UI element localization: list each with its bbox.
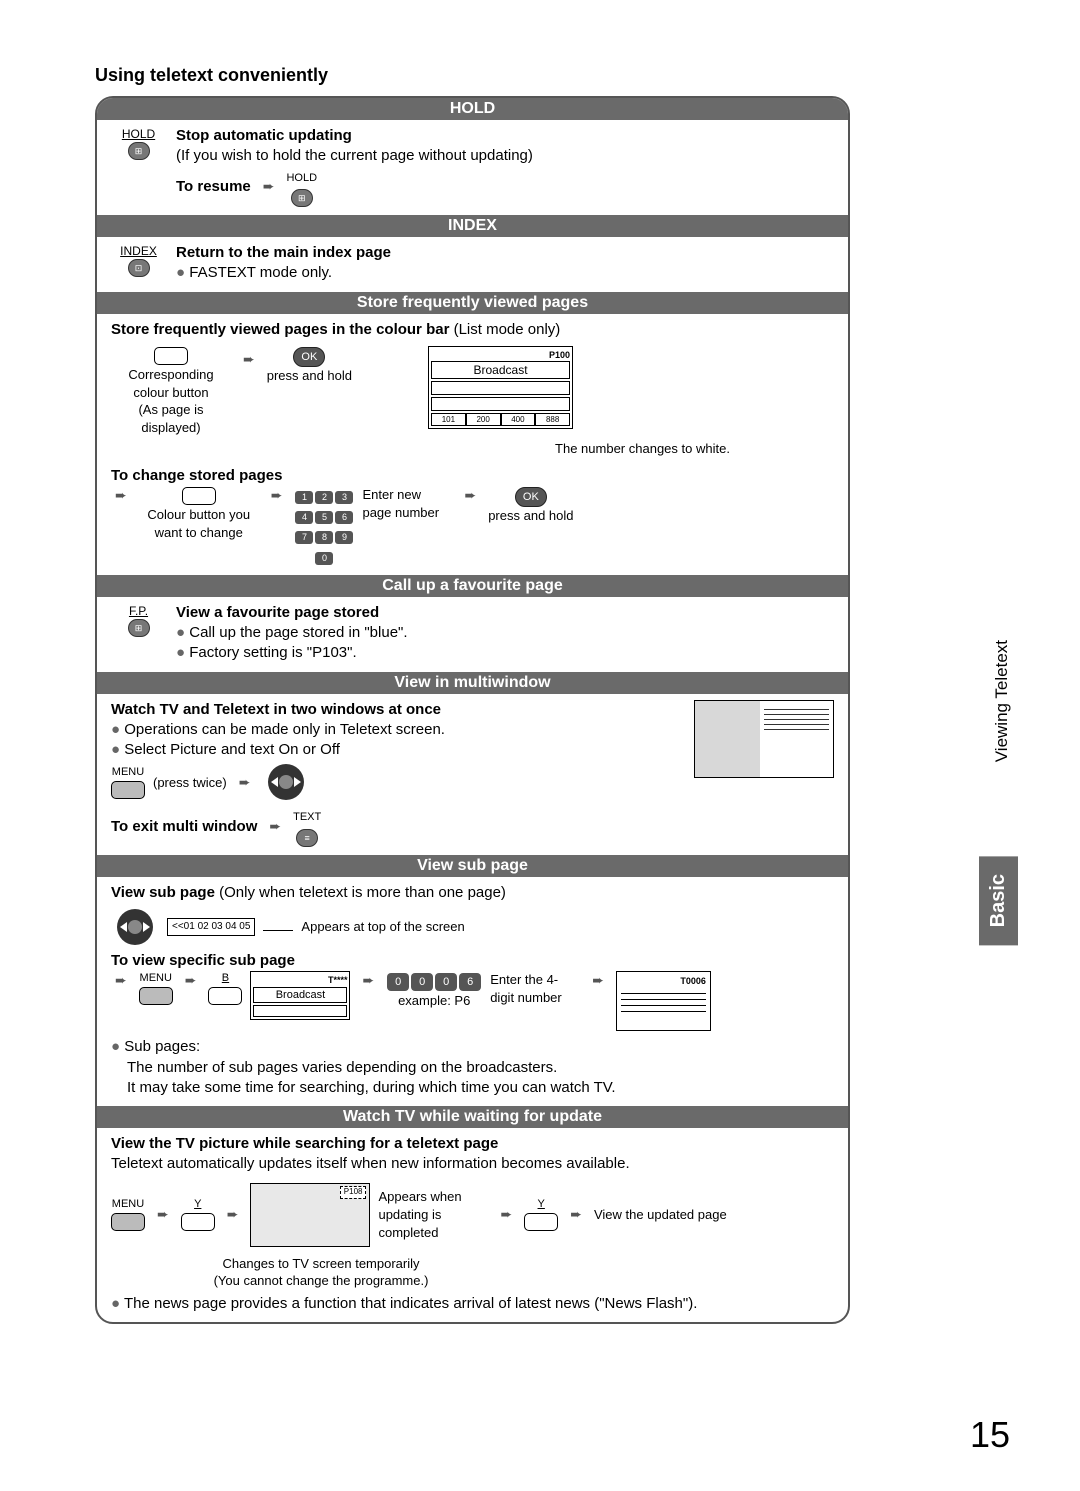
enter-new-label: Enter new page number [362, 486, 452, 521]
multiwindow-diagram [694, 700, 834, 778]
sub-header: View sub page [97, 855, 848, 877]
changes-label: Changes to TV screen temporarily [111, 1255, 531, 1273]
enter-4digit-label: Enter the 4-digit number [490, 971, 580, 1006]
menu-button-icon [111, 781, 145, 799]
arrow-icon: ➨ [271, 486, 283, 505]
index-header: INDEX [97, 215, 848, 237]
text-button-icon: ≡ [296, 829, 318, 847]
yellow-button-icon [181, 1213, 215, 1231]
tv-screen-diagram: P108 [250, 1183, 370, 1247]
watch-desc: Teletext automatically updates itself wh… [111, 1154, 834, 1174]
view-updated-label: View the updated page [594, 1206, 727, 1224]
index-note: FASTEXT mode only. [176, 263, 391, 283]
appears-top-label: Appears at top of the screen [301, 918, 464, 936]
index-icon-label: INDEX [111, 243, 166, 259]
ok-button-icon: OK [293, 347, 325, 367]
numeric-keypad-icon: 123 456 789 0 [294, 486, 354, 567]
watch-header: Watch TV while waiting for update [97, 1106, 848, 1128]
store-header: Store frequently viewed pages [97, 292, 848, 314]
fp-icon-label: F.P. [111, 603, 166, 619]
number-changes-label: The number changes to white. [451, 440, 834, 458]
press-hold-label: press and hold [267, 367, 352, 385]
menu-button-icon [139, 987, 173, 1005]
page-title: Using teletext conveniently [95, 65, 1025, 86]
blue-button-icon [208, 987, 242, 1005]
store-heading-a: Store frequently viewed pages in the col… [111, 321, 449, 338]
index-heading: Return to the main index page [176, 243, 391, 263]
result-box: T0006 [616, 971, 711, 1031]
press-twice-label: (press twice) [153, 774, 227, 792]
cannot-label: (You cannot change the programme.) [111, 1272, 531, 1290]
teletext-screen-diagram: P100 Broadcast 101 200 400 888 [428, 346, 573, 429]
watch-heading: View the TV picture while searching for … [111, 1134, 834, 1154]
yellow-button-icon [524, 1213, 558, 1231]
colour-button-icon [154, 347, 188, 365]
hold-icon-label: HOLD [111, 126, 166, 142]
news-flash-note: The news page provides a function that i… [111, 1294, 834, 1314]
index-icon-col: INDEX ⊡ [111, 243, 166, 277]
favourite-line1: Call up the page stored in "blue". [176, 623, 408, 643]
fp-button-icon: ⊞ [128, 619, 150, 637]
arrow-icon: ➨ [464, 486, 476, 505]
hold-desc: (If you wish to hold the current page wi… [176, 146, 533, 166]
favourite-header: Call up a favourite page [97, 575, 848, 597]
multi-line2: Select Picture and text On or Off [111, 740, 686, 760]
dpad-icon [262, 764, 310, 800]
page-number: 15 [970, 1414, 1010, 1456]
colour-button-label: Colour button you want to change [139, 506, 259, 541]
side-tab-basic: Basic [979, 856, 1018, 945]
as-page-label: (As page is displayed) [111, 401, 231, 436]
side-tab-viewing: Viewing Teletext [992, 640, 1012, 762]
arrow-icon: ➨ [243, 350, 255, 369]
sub-line2: It may take some time for searching, dur… [111, 1078, 834, 1098]
change-stored-heading: To change stored pages [111, 466, 834, 486]
favourite-heading: View a favourite page stored [176, 603, 408, 623]
store-heading-b: (List mode only) [449, 321, 560, 338]
menu-button-icon [111, 1213, 145, 1231]
sub-heading-b: (Only when teletext is more than one pag… [215, 884, 506, 901]
hold-heading: Stop automatic updating [176, 126, 533, 146]
multi-heading: Watch TV and Teletext in two windows at … [111, 700, 686, 720]
hold-resume-label: To resume [176, 177, 251, 197]
text-icon-label: TEXT [293, 811, 321, 823]
fp-icon-col: F.P. ⊞ [111, 603, 166, 637]
arrow-icon: ➨ [239, 773, 251, 792]
arrow-icon: ➨ [269, 817, 281, 836]
sub-pager: <<01 02 03 04 05 [167, 918, 255, 936]
index-button-icon: ⊡ [128, 259, 150, 277]
broadcast-box: T**** Broadcast [250, 971, 350, 1020]
dpad-icon [111, 909, 159, 945]
hold-icon-col: HOLD ⊞ [111, 126, 166, 160]
specific-sub-heading: To view specific sub page [111, 951, 834, 971]
multi-line1: Operations can be made only in Teletext … [111, 720, 686, 740]
favourite-line2: Factory setting is "P103". [176, 643, 408, 663]
appears-label: Appears when updating is completed [378, 1188, 488, 1241]
colour-button-icon [182, 487, 216, 505]
ok-button-icon: OK [515, 487, 547, 507]
press-hold-label: press and hold [488, 507, 573, 525]
corresponding-label: Corresponding colour button [111, 366, 231, 401]
hold-header: HOLD [97, 98, 848, 120]
hold-resume-icon-label: HOLD [286, 172, 317, 184]
sub-line1: The number of sub pages varies depending… [111, 1058, 834, 1078]
exit-multi-label: To exit multi window [111, 817, 257, 837]
arrow-icon: ➨ [115, 486, 127, 505]
sub-pages-label: Sub pages: [111, 1037, 834, 1057]
hold-resume-button-icon: ⊞ [291, 189, 313, 207]
hold-button-icon: ⊞ [128, 142, 150, 160]
manual-content-box: HOLD HOLD ⊞ Stop automatic updating (If … [95, 96, 850, 1324]
multi-header: View in multiwindow [97, 672, 848, 694]
example-label: example: P6 [386, 992, 482, 1010]
arrow-icon: ➨ [263, 177, 275, 196]
sub-heading-a: View sub page [111, 884, 215, 901]
menu-icon-label: MENU [111, 765, 145, 780]
